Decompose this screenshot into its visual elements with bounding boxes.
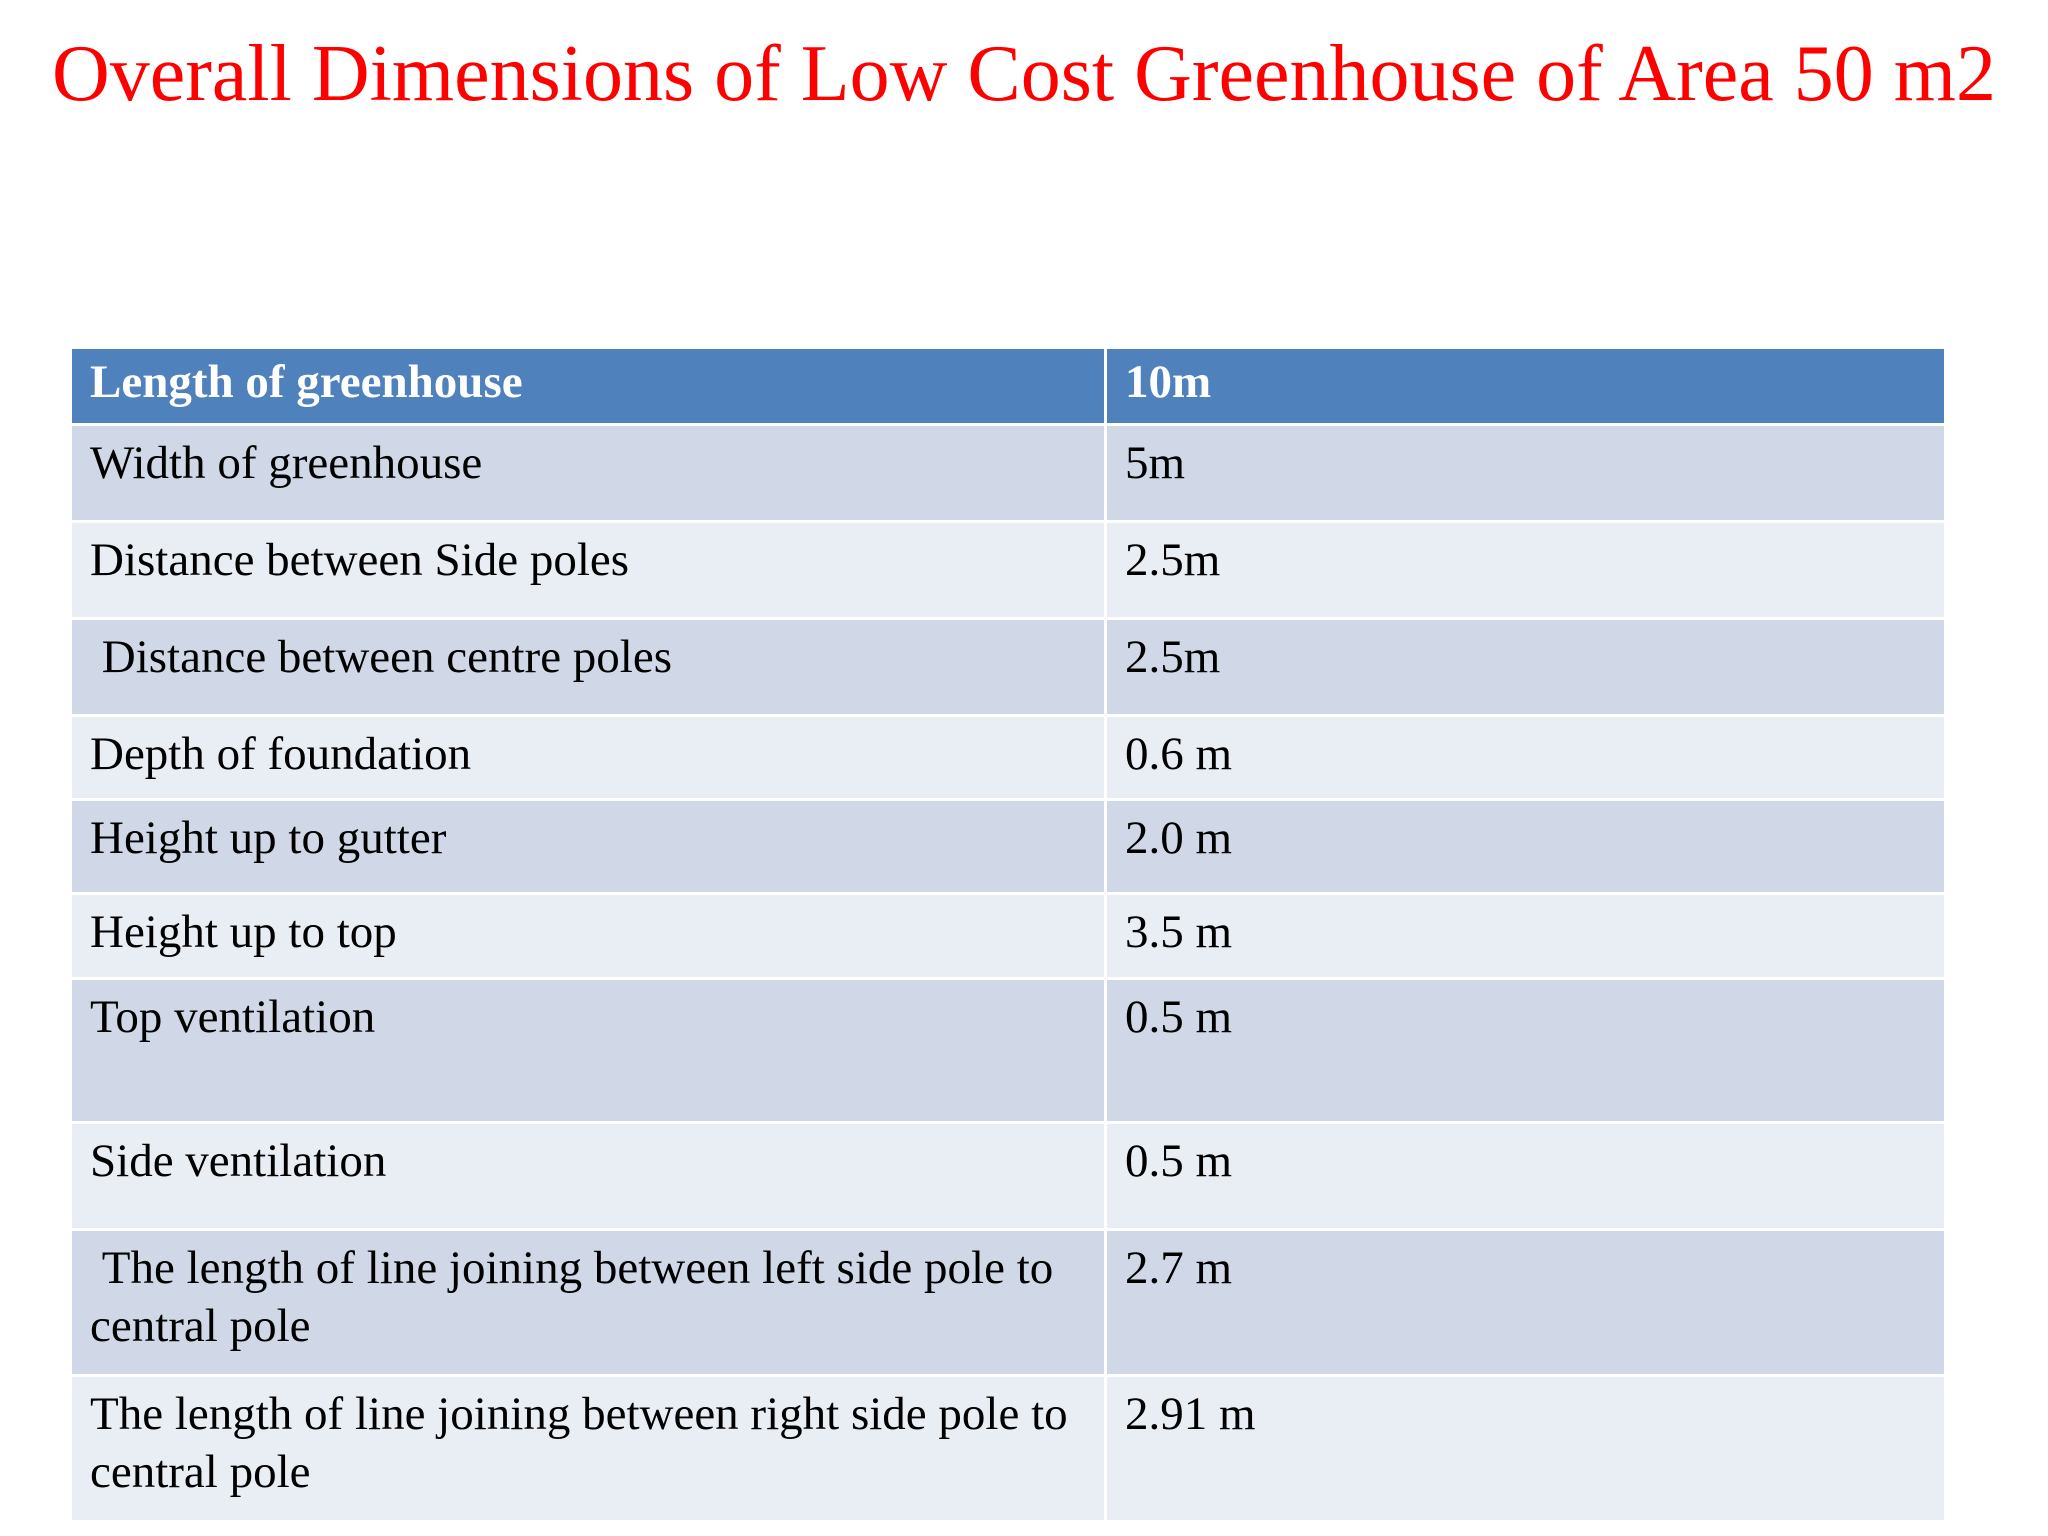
dimension-name: Top ventilation	[69, 977, 1107, 1124]
dimension-value: 2.5m	[1104, 617, 1947, 717]
slide-title: Overall Dimensions of Low Cost Greenhous…	[51, 30, 1997, 118]
dimension-value: 2.7 m	[1104, 1228, 1947, 1377]
dimension-value: 0.6 m	[1104, 714, 1947, 801]
table-row: Height up to gutter 2.0 m	[69, 798, 1947, 895]
table-row: Side ventilation 0.5 m	[69, 1121, 1947, 1231]
dimension-value: 2.5m	[1104, 520, 1947, 620]
dimension-name: Depth of foundation	[69, 714, 1107, 801]
table-row: The length of line joining between left …	[69, 1228, 1947, 1377]
dimension-name: Length of greenhouse	[69, 346, 1107, 426]
table-row: Width of greenhouse 5m	[69, 423, 1947, 523]
table-row: Distance between centre poles 2.5m	[69, 617, 1947, 717]
dimension-name: The length of line joining between left …	[69, 1228, 1107, 1377]
dimension-value: 5m	[1104, 423, 1947, 523]
table-row: Distance between Side poles 2.5m	[69, 520, 1947, 620]
dimension-name: The length of line joining between right…	[69, 1374, 1107, 1523]
dimension-name: Height up to gutter	[69, 798, 1107, 895]
dimension-name: Distance between centre poles	[69, 617, 1107, 717]
table-row: The length of line joining between right…	[69, 1374, 1947, 1523]
dimension-value: 0.5 m	[1104, 1121, 1947, 1231]
dimension-value: 3.5 m	[1104, 892, 1947, 980]
table-row: Top ventilation 0.5 m	[69, 977, 1947, 1124]
table-row: Depth of foundation 0.6 m	[69, 714, 1947, 801]
dimension-value: 10m	[1104, 346, 1947, 426]
dimension-name: Side ventilation	[69, 1121, 1107, 1231]
dimension-name: Width of greenhouse	[69, 423, 1107, 523]
dimension-value: 0.5 m	[1104, 977, 1947, 1124]
dimension-name: Height up to top	[69, 892, 1107, 980]
dimension-value: 2.0 m	[1104, 798, 1947, 895]
dimensions-table: Length of greenhouse 10m Width of greenhou…	[69, 346, 1947, 1523]
dimension-value: 2.91 m	[1104, 1374, 1947, 1523]
dimension-name: Distance between Side poles	[69, 520, 1107, 620]
table-row: Length of greenhouse 10m	[69, 346, 1947, 426]
table-row: Height up to top 3.5 m	[69, 892, 1947, 980]
